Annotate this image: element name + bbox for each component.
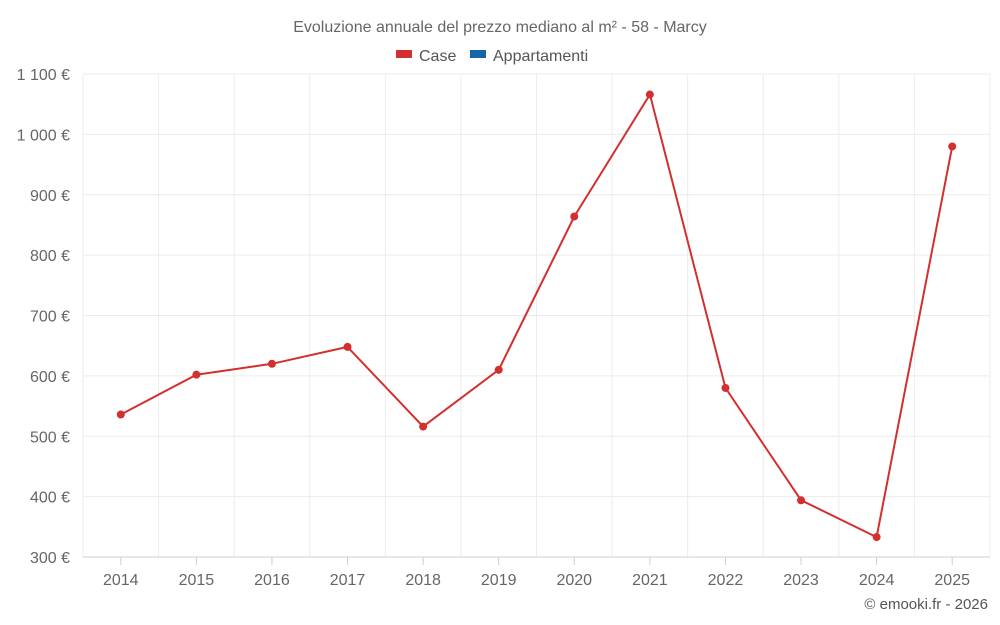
- x-tick-label: 2024: [859, 572, 895, 589]
- x-tick-label: 2022: [708, 572, 744, 589]
- y-tick-label: 400 €: [30, 490, 70, 507]
- legend-item-appartamenti[interactable]: Appartamenti: [470, 48, 588, 65]
- legend-swatch-appartamenti: [470, 50, 486, 58]
- data-point-case-2022[interactable]: [721, 383, 730, 392]
- data-point-case-2019[interactable]: [494, 365, 503, 374]
- data-point-case-2015[interactable]: [192, 370, 201, 379]
- y-tick-label: 900 €: [30, 188, 70, 205]
- data-point-case-2024[interactable]: [872, 533, 881, 542]
- y-tick-label: 1 000 €: [17, 127, 70, 144]
- x-tick-label: 2023: [783, 572, 819, 589]
- data-point-case-2016[interactable]: [267, 359, 276, 368]
- y-tick-label: 600 €: [30, 369, 70, 386]
- x-tick-label: 2014: [103, 572, 139, 589]
- legend-item-case[interactable]: Case: [396, 48, 456, 65]
- legend-label-appartamenti: Appartamenti: [493, 48, 588, 65]
- x-tick-label: 2016: [254, 572, 290, 589]
- data-point-case-2021[interactable]: [645, 90, 654, 99]
- x-tick-label: 2025: [934, 572, 970, 589]
- y-axis: 300 € 400 € 500 € 600 € 700 € 800 € 900 € 1 000…: [17, 67, 70, 567]
- x-tick-label: 2019: [481, 572, 517, 589]
- legend-label-case: Case: [419, 48, 456, 65]
- legend-swatch-case: [396, 50, 412, 58]
- data-point-case-2014[interactable]: [116, 410, 125, 419]
- chart-title: Evoluzione annuale del prezzo mediano al…: [293, 19, 707, 36]
- x-tick-label: 2020: [556, 572, 592, 589]
- credit-text: © emooki.fr - 2026: [864, 596, 988, 613]
- y-tick-label: 300 €: [30, 550, 70, 567]
- y-tick-label: 500 €: [30, 429, 70, 446]
- data-point-case-2017[interactable]: [343, 342, 352, 351]
- data-point-case-2018[interactable]: [419, 422, 428, 431]
- x-tick-label: 2017: [330, 572, 366, 589]
- grid: [82, 73, 991, 558]
- data-point-case-2025[interactable]: [948, 142, 957, 151]
- y-tick-label: 700 €: [30, 309, 70, 326]
- x-axis: 2014 2015 2016 2017 2018 2019 2020 2021 2022 2023…: [83, 556, 990, 589]
- x-tick-label: 2021: [632, 572, 668, 589]
- y-tick-label: 800 €: [30, 248, 70, 265]
- data-point-case-2023[interactable]: [797, 496, 806, 505]
- legend: Case Appartamenti: [396, 48, 588, 65]
- series-case: [116, 90, 957, 542]
- x-tick-label: 2018: [405, 572, 441, 589]
- x-tick-label: 2015: [179, 572, 215, 589]
- data-point-case-2020[interactable]: [570, 212, 579, 221]
- y-tick-label: 1 100 €: [17, 67, 70, 84]
- series-line-case: [120, 93, 954, 539]
